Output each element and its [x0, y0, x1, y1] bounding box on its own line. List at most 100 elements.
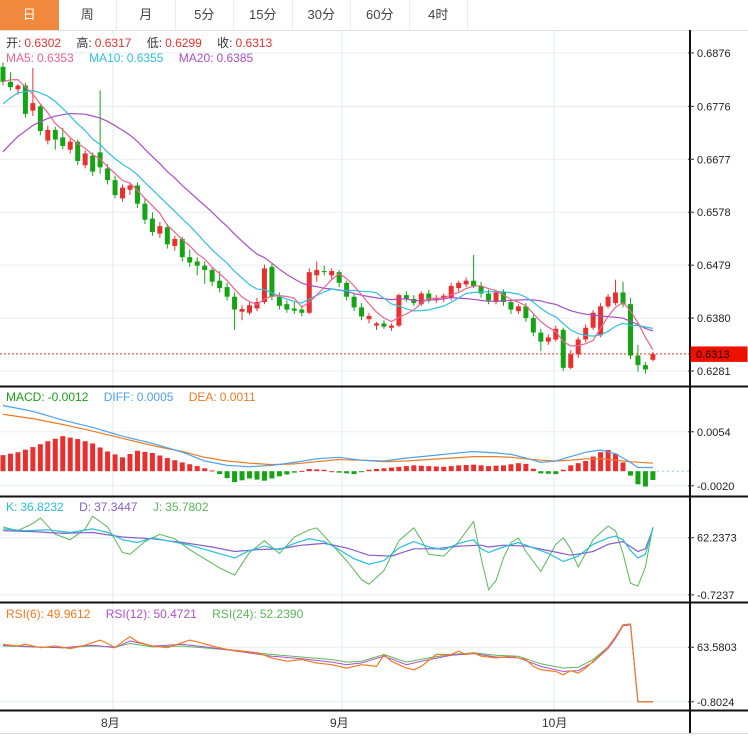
- macd-hist-bar: [127, 454, 133, 472]
- macd-hist-bar: [627, 471, 633, 476]
- rsi24-readout: RSI(24): 52.2390: [212, 607, 304, 621]
- y-axis-label: 0.6876: [697, 48, 731, 60]
- tab-5min[interactable]: 5分: [175, 0, 234, 30]
- last-price-badge-text: 0.6313: [696, 349, 730, 361]
- candle-body: [575, 339, 581, 355]
- macd-hist-bar: [635, 471, 641, 485]
- candle-body: [202, 265, 208, 270]
- macd-hist-bar: [568, 465, 574, 472]
- close-readout: 收: 0.6313: [217, 36, 273, 50]
- tab-30min[interactable]: 30分: [292, 0, 351, 30]
- y-axis-label: 0.6479: [697, 260, 731, 272]
- tab-weekly[interactable]: 周: [58, 0, 117, 30]
- macd-hist-bar: [463, 464, 469, 472]
- d-readout: D: 37.3447: [79, 500, 138, 514]
- macd-hist-bar: [538, 471, 544, 474]
- candle-body: [217, 280, 223, 289]
- candle-body: [239, 309, 245, 312]
- candle-body: [90, 155, 96, 172]
- candle-body: [45, 129, 51, 141]
- candle-body: [254, 302, 260, 309]
- macd-hist-bar: [560, 469, 566, 472]
- macd-hist-bar: [486, 466, 492, 472]
- macd-hist-bar: [45, 441, 51, 472]
- macd-hist-bar: [515, 463, 521, 472]
- candle-body: [336, 272, 342, 283]
- candle-body: [598, 306, 604, 336]
- low-readout: 低: 0.6299: [146, 36, 202, 50]
- macd-hist-bar: [396, 466, 402, 472]
- macd-readout: MACD: -0.0012: [6, 390, 89, 404]
- y-axis-label: 0.6776: [697, 101, 731, 113]
- macd-hist-bar: [75, 439, 81, 472]
- ma-lines-layer: [2, 78, 654, 350]
- dea-readout: DEA: 0.0011: [188, 390, 256, 404]
- macd-hist-bar: [321, 469, 327, 472]
- y-axis-label: 0.0054: [697, 427, 731, 439]
- macd-hist-bar: [239, 471, 245, 481]
- candle-body: [194, 261, 200, 266]
- macd-hist-bar: [120, 457, 126, 472]
- candle-body: [441, 295, 447, 299]
- ohlc-legend: 开: 0.6302 高: 0.6317 低: 0.6299 收: 0.6313: [6, 34, 284, 51]
- macd-hist-bar: [493, 465, 499, 472]
- candle-body: [261, 268, 267, 303]
- macd-hist-bar: [164, 458, 170, 472]
- diff-readout: DIFF: 0.0005: [103, 390, 174, 404]
- candle-body: [538, 332, 544, 342]
- candle-body: [418, 293, 424, 305]
- macd-hist-bar: [15, 452, 21, 472]
- candle-body: [7, 81, 13, 88]
- candle-body: [471, 280, 477, 287]
- y-axis-label: 0.6578: [697, 207, 731, 219]
- macd-hist-bar: [22, 449, 28, 472]
- tab-monthly[interactable]: 月: [117, 0, 176, 30]
- candle-body: [493, 292, 499, 303]
- macd-hist-bar: [254, 471, 260, 480]
- candle-body: [306, 272, 312, 313]
- macd-hist-bar: [187, 464, 193, 472]
- rsi6-readout: RSI(6): 49.9612: [6, 607, 91, 621]
- candle-body: [486, 293, 492, 301]
- macd-hist-bar: [232, 471, 238, 483]
- macd-hist-bar: [650, 471, 656, 480]
- y-axis-label: 63.5803: [697, 642, 737, 654]
- tab-60min[interactable]: 60分: [351, 0, 410, 30]
- macd-hist-bar: [456, 465, 462, 472]
- candle-body: [359, 307, 365, 317]
- y-axis-label: 0.6281: [697, 366, 731, 378]
- macd-hist-bar: [329, 471, 335, 473]
- rsi-legend: RSI(6): 49.9612 RSI(12): 50.4721 RSI(24): 5…: [6, 607, 315, 621]
- candle-body: [187, 257, 193, 263]
- candle-body: [284, 304, 290, 310]
- candle-body: [127, 185, 133, 190]
- candle-body: [120, 187, 126, 199]
- macd-hist-bar: [605, 450, 611, 472]
- kdj-layer: [2, 515, 654, 591]
- candle-body: [60, 137, 66, 146]
- tab-4hour[interactable]: 4时: [409, 0, 468, 30]
- macd-hist-bar: [60, 436, 66, 472]
- macd-hist-bar: [157, 455, 163, 472]
- candle-body: [149, 218, 155, 233]
- macd-hist-bar: [448, 466, 454, 472]
- candle-body: [247, 305, 253, 313]
- candle-body: [448, 286, 454, 298]
- candle-body: [388, 325, 394, 328]
- macd-hist-bar: [590, 456, 596, 472]
- macd-hist-bar: [508, 464, 514, 472]
- ma20-readout: MA20: 0.6385: [178, 51, 254, 65]
- tab-15min[interactable]: 15分: [234, 0, 293, 30]
- macd-hist-bar: [217, 471, 223, 475]
- candle-body: [635, 355, 641, 366]
- macd-hist-bar: [37, 444, 43, 472]
- tab-daily[interactable]: 日: [0, 0, 59, 30]
- macd-hist-bar: [388, 467, 394, 472]
- candle-body: [456, 282, 462, 289]
- candle-body: [590, 312, 596, 328]
- macd-hist-bar: [418, 465, 424, 472]
- k-readout: K: 36.8232: [6, 500, 64, 514]
- macd-hist-bar: [224, 471, 230, 479]
- macd-hist-bar: [112, 454, 118, 472]
